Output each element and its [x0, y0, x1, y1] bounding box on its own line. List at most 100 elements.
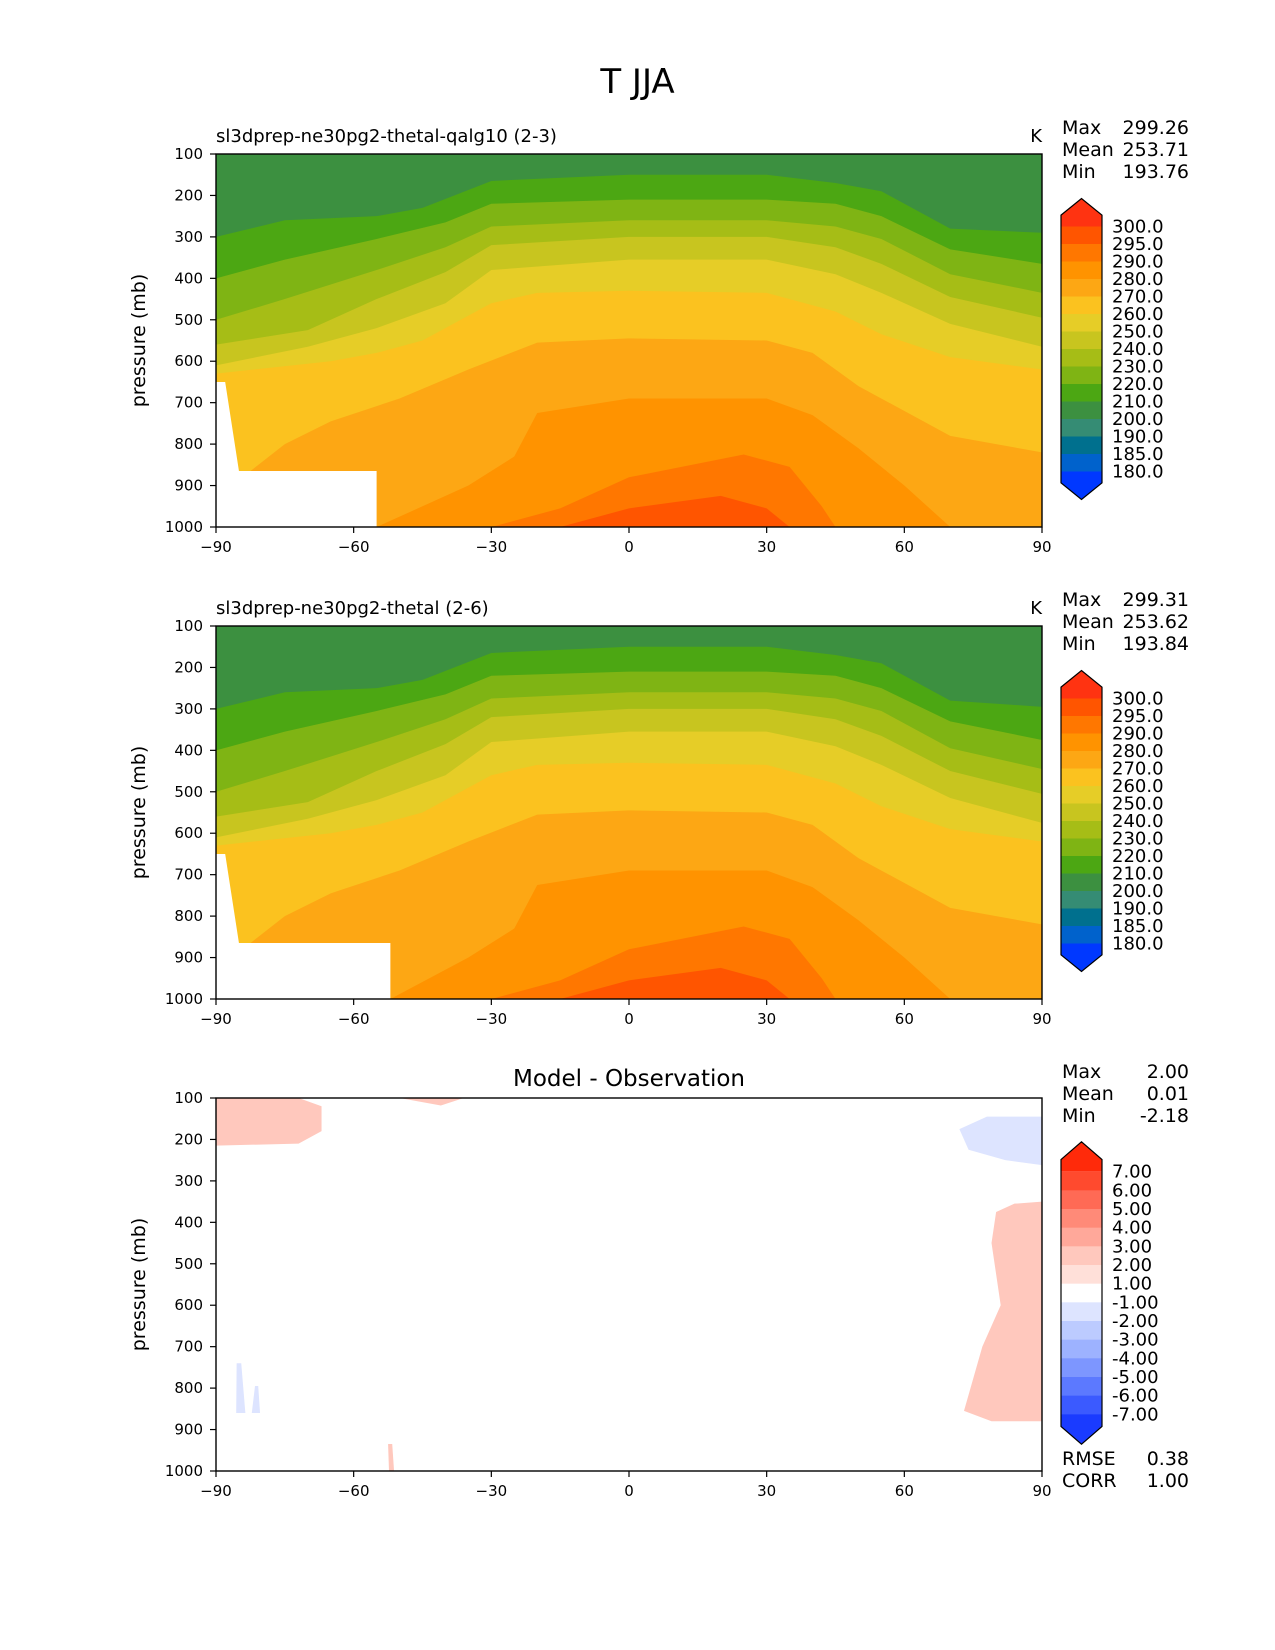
colorbar-swatch [1061, 314, 1102, 332]
colorbar-tick-label: 280.0 [1112, 741, 1164, 762]
colorbar-swatch [1061, 1321, 1102, 1341]
y-tick-label: 200 [174, 658, 203, 676]
colorbar-swatch [1061, 926, 1102, 944]
y-tick-label: 900 [174, 477, 203, 495]
stat-value-max: 2.00 [1147, 1061, 1189, 1083]
metric-value-corr: 1.00 [1147, 1470, 1189, 1492]
colorbar-swatch [1061, 226, 1102, 245]
colorbar-swatch [1061, 733, 1102, 752]
metric-value-rmse: 0.38 [1147, 1448, 1189, 1470]
colorbar-swatch [1061, 786, 1102, 804]
colorbar-tick-label: -5.00 [1112, 1367, 1159, 1388]
colorbar-tick-label: -3.00 [1112, 1330, 1159, 1351]
y-tick-label: 800 [174, 435, 203, 453]
y-tick-label: 100 [174, 1089, 203, 1107]
colorbar-tick-label: 180.0 [1112, 462, 1164, 483]
x-tick-label: 60 [895, 1010, 914, 1028]
anomaly-region-5 [236, 1363, 246, 1413]
colorbar-swatch [1061, 419, 1102, 437]
stat-label-min: Min [1062, 161, 1096, 183]
colorbar-swatch [1061, 856, 1102, 874]
stat-value-mean: 253.62 [1123, 611, 1189, 633]
anomaly-region-2 [399, 1098, 464, 1106]
colorbar-tick-label: 3.00 [1112, 1236, 1152, 1257]
x-tick-label: −60 [338, 538, 370, 556]
colorbar-tick-label: 185.0 [1112, 916, 1164, 937]
colorbar-tick-label: 220.0 [1112, 374, 1164, 395]
x-tick-label: −30 [476, 1010, 508, 1028]
y-tick-label: 500 [174, 311, 203, 329]
x-tick-label: 30 [757, 1482, 776, 1500]
stat-value-max: 299.31 [1123, 589, 1189, 611]
colorbar-tick-label: 230.0 [1112, 829, 1164, 850]
y-tick-label: 700 [174, 1338, 203, 1356]
colorbar-outline [1060, 1141, 1103, 1445]
stat-value-min: 193.84 [1123, 633, 1189, 655]
colorbar-swatch [1061, 454, 1102, 472]
x-tick-label: 90 [1032, 1010, 1051, 1028]
colorbar-tick-label: -4.00 [1112, 1348, 1159, 1369]
colorbar-tick-label: 295.0 [1112, 706, 1164, 727]
y-tick-label: 900 [174, 1421, 203, 1439]
colorbar-tick-label: 260.0 [1112, 304, 1164, 325]
surface-mask [216, 853, 391, 999]
panel-title: sl3dprep-ne30pg2-thetal (2-6) [216, 598, 489, 619]
colorbar-extend-bottom [1061, 471, 1102, 500]
x-tick-label: 0 [624, 1482, 634, 1500]
colorbar-tick-label: 210.0 [1112, 392, 1164, 413]
colorbar-tick-label: 180.0 [1112, 934, 1164, 955]
stat-value-min: -2.18 [1140, 1105, 1189, 1127]
x-tick-label: −90 [200, 1010, 232, 1028]
y-tick-label: 700 [174, 866, 203, 884]
colorbar-extend-top [1061, 1141, 1102, 1172]
x-tick-label: 60 [895, 538, 914, 556]
colorbar-tick-label: -2.00 [1112, 1311, 1159, 1332]
figure-title: T JJA [599, 62, 674, 102]
colorbar-swatch [1061, 1265, 1102, 1285]
y-axis-label: pressure (mb) [128, 274, 150, 408]
colorbar-tick-label: 200.0 [1112, 881, 1164, 902]
colorbar-swatch [1061, 1283, 1102, 1303]
y-tick-label: 1000 [165, 518, 203, 536]
y-tick-label: 500 [174, 783, 203, 801]
colorbar-swatch [1061, 279, 1102, 297]
colorbar-swatch [1061, 1377, 1102, 1397]
colorbar-tick-label: -6.00 [1112, 1386, 1159, 1407]
colorbar-swatch [1061, 1246, 1102, 1266]
colorbar-tick-label: 200.0 [1112, 409, 1164, 430]
x-tick-label: 30 [757, 1010, 776, 1028]
stat-label-min: Min [1062, 633, 1096, 655]
x-tick-label: 90 [1032, 1482, 1051, 1500]
y-tick-label: 400 [174, 1213, 203, 1231]
colorbar-extend-top [1061, 670, 1102, 699]
panel-title: Model - Observation [513, 1066, 745, 1092]
colorbar-tick-label: 2.00 [1112, 1255, 1152, 1276]
colorbar-swatch [1061, 366, 1102, 385]
y-tick-label: 300 [174, 228, 203, 246]
colorbar-swatch [1061, 821, 1102, 839]
anomaly-region-4 [963, 1201, 1042, 1422]
stat-value-mean: 253.71 [1123, 139, 1189, 161]
colorbar-tick-label: 190.0 [1112, 899, 1164, 920]
colorbar-swatch [1061, 1339, 1102, 1359]
y-tick-label: 600 [174, 824, 203, 842]
colorbar-extend-top [1061, 198, 1102, 227]
units-label: K [1030, 598, 1043, 619]
y-tick-label: 800 [174, 1379, 203, 1397]
colorbar-swatch [1061, 803, 1102, 822]
y-tick-label: 200 [174, 186, 203, 204]
surface-mask [216, 381, 377, 527]
plot-area [216, 154, 1042, 527]
colorbar-tick-label: 300.0 [1112, 689, 1164, 710]
colorbar-tick-label: 210.0 [1112, 864, 1164, 885]
colorbar-tick-label: 7.00 [1112, 1162, 1152, 1183]
colorbar: 300.0295.0290.0280.0270.0260.0250.0240.0… [1060, 197, 1164, 501]
y-tick-label: 200 [174, 1130, 203, 1148]
stat-value-mean: 0.01 [1147, 1083, 1189, 1105]
colorbar-swatch [1061, 1302, 1102, 1322]
colorbar-extend-bottom [1061, 1414, 1102, 1445]
plot-area [216, 1098, 1042, 1471]
